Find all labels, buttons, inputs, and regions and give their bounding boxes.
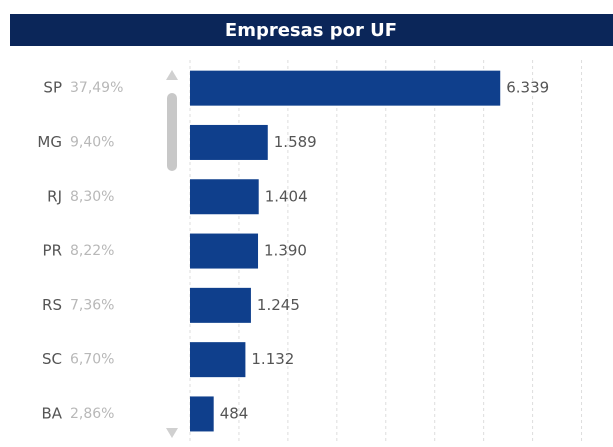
bar bbox=[190, 396, 214, 432]
bar bbox=[190, 233, 259, 269]
category-label: BA bbox=[41, 404, 62, 422]
share-label: 8,30% bbox=[70, 189, 114, 205]
value-label: 1.245 bbox=[257, 296, 300, 314]
grid bbox=[189, 60, 583, 442]
value-label: 6.339 bbox=[506, 79, 549, 97]
share-label: 8,22% bbox=[70, 243, 114, 259]
category-label: MG bbox=[37, 133, 62, 151]
scroll-up[interactable] bbox=[166, 70, 178, 80]
share-label: 37,49% bbox=[70, 80, 123, 96]
category-label: RS bbox=[42, 296, 62, 314]
category-label: SC bbox=[42, 350, 62, 368]
chart-title: Empresas por UF bbox=[225, 20, 397, 41]
share-label: 6,70% bbox=[70, 352, 114, 368]
share-label: 9,40% bbox=[70, 134, 114, 150]
bar bbox=[190, 124, 268, 160]
bar bbox=[190, 287, 251, 323]
value-label: 1.589 bbox=[274, 133, 317, 151]
scrollbar-thumb[interactable] bbox=[167, 93, 177, 171]
title-bar bbox=[10, 14, 613, 46]
value-label: 1.404 bbox=[265, 187, 308, 205]
bar bbox=[190, 342, 246, 378]
share-label: 2,86% bbox=[70, 406, 114, 422]
category-label: RJ bbox=[47, 187, 62, 205]
share-label: 7,36% bbox=[70, 297, 114, 313]
value-label: 1.132 bbox=[251, 350, 294, 368]
category-label: SP bbox=[43, 79, 62, 97]
bar bbox=[190, 70, 501, 106]
scroll-down[interactable] bbox=[166, 428, 178, 438]
value-label: 484 bbox=[220, 404, 249, 422]
bar bbox=[190, 179, 259, 215]
value-label: 1.390 bbox=[264, 242, 307, 260]
category-label: PR bbox=[43, 242, 62, 260]
